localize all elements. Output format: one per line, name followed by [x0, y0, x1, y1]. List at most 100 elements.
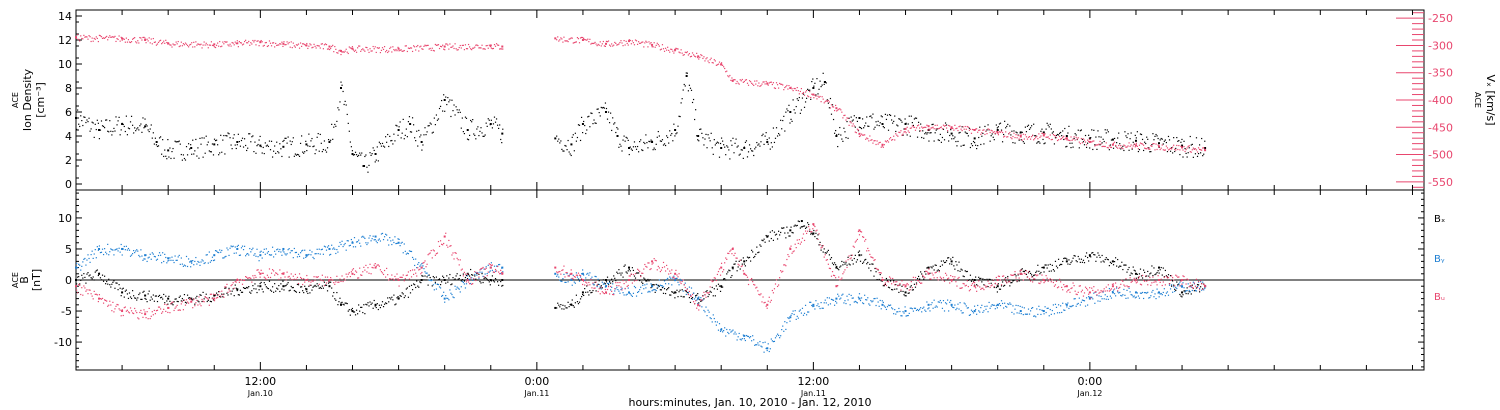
- scatter-mark: [401, 241, 403, 243]
- scatter-mark: [751, 340, 753, 342]
- scatter-mark: [616, 286, 618, 288]
- scatter-mark: [115, 116, 117, 118]
- scatter-mark: [941, 307, 944, 309]
- density-tick-label: 14: [58, 10, 72, 23]
- scatter-mark: [649, 43, 651, 45]
- scatter-mark: [775, 127, 778, 129]
- scatter-mark: [152, 314, 154, 316]
- scatter-mark: [582, 36, 584, 39]
- scatter-mark: [114, 308, 116, 310]
- scatter-mark: [922, 127, 924, 129]
- data-point: [75, 266, 77, 269]
- scatter-mark: [1188, 145, 1190, 147]
- scatter-mark: [1077, 137, 1079, 139]
- scatter-mark: [271, 269, 274, 271]
- scatter-mark: [870, 139, 872, 141]
- data-point: [236, 42, 239, 45]
- scatter-mark: [370, 154, 372, 156]
- scatter-mark: [647, 278, 649, 281]
- scatter-mark: [324, 284, 327, 286]
- scatter-mark: [731, 144, 733, 146]
- data-point: [835, 107, 838, 110]
- scatter-mark: [690, 55, 693, 57]
- scatter-mark: [476, 128, 478, 130]
- scatter-mark: [145, 123, 147, 126]
- scatter-mark: [189, 297, 191, 299]
- scatter-mark: [1032, 276, 1034, 278]
- bottom-plot-data: [75, 220, 1207, 353]
- scatter-mark: [666, 135, 668, 137]
- scatter-mark: [89, 261, 91, 263]
- scatter-mark: [566, 149, 568, 151]
- scatter-mark: [613, 293, 615, 295]
- scatter-mark: [695, 295, 697, 297]
- scatter-mark: [329, 254, 331, 256]
- scatter-mark: [1042, 132, 1044, 135]
- scatter-mark: [490, 262, 492, 264]
- scatter-mark: [931, 302, 933, 304]
- scatter-mark: [856, 128, 859, 130]
- scatter-mark: [639, 42, 641, 44]
- scatter-mark: [185, 255, 188, 258]
- scatter-mark: [474, 46, 476, 48]
- scatter-mark: [733, 333, 735, 335]
- scatter-mark: [725, 154, 727, 156]
- scatter-mark: [878, 124, 880, 127]
- scatter-mark: [297, 282, 300, 285]
- scatter-mark: [451, 46, 453, 48]
- scatter-mark: [327, 282, 330, 284]
- scatter-mark: [638, 41, 640, 43]
- scatter-mark: [232, 42, 234, 44]
- scatter-mark: [430, 49, 432, 51]
- scatter-mark: [345, 104, 347, 106]
- scatter-mark: [582, 131, 584, 134]
- scatter-mark: [470, 268, 472, 271]
- scatter-mark: [925, 126, 927, 128]
- scatter-mark: [116, 124, 118, 126]
- scatter-mark: [480, 47, 482, 49]
- scatter-mark: [97, 274, 99, 277]
- scatter-mark: [1084, 141, 1087, 143]
- scatter-mark: [825, 302, 827, 304]
- scatter-mark: [854, 254, 856, 256]
- scatter-mark: [872, 142, 874, 144]
- scatter-mark: [410, 276, 413, 278]
- scatter-mark: [156, 309, 159, 311]
- scatter-mark: [939, 126, 941, 129]
- scatter-mark: [1016, 312, 1018, 314]
- scatter-mark: [1024, 313, 1026, 315]
- scatter-mark: [781, 83, 783, 85]
- scatter-mark: [212, 259, 215, 262]
- top-panel-frame: [75, 9, 1425, 191]
- scatter-mark: [407, 47, 410, 49]
- scatter-mark: [921, 311, 923, 313]
- scatter-mark: [750, 260, 752, 262]
- scatter-mark: [877, 301, 879, 303]
- scatter-mark: [955, 309, 957, 311]
- scatter-mark: [362, 235, 364, 237]
- scatter-mark: [418, 129, 420, 132]
- scatter-mark: [1152, 274, 1154, 277]
- scatter-mark: [271, 286, 274, 288]
- scatter-mark: [1073, 254, 1075, 257]
- scatter-mark: [407, 253, 410, 255]
- scatter-mark: [308, 45, 310, 47]
- scatter-mark: [1102, 145, 1104, 147]
- scatter-mark: [846, 120, 848, 123]
- data-point: [697, 55, 700, 58]
- scatter-mark: [756, 80, 758, 82]
- scatter-mark: [305, 140, 307, 142]
- scatter-mark: [327, 138, 330, 141]
- scatter-mark: [1033, 139, 1035, 141]
- scatter-mark: [786, 322, 788, 324]
- scatter-mark: [433, 277, 435, 279]
- scatter-mark: [945, 303, 948, 305]
- scatter-mark: [650, 283, 652, 285]
- scatter-mark: [915, 127, 918, 129]
- scatter-mark: [103, 127, 106, 129]
- scatter-mark: [414, 269, 416, 271]
- scatter-mark: [758, 344, 760, 346]
- scatter-mark: [460, 286, 462, 288]
- scatter-mark: [570, 154, 572, 157]
- scatter-mark: [434, 281, 436, 283]
